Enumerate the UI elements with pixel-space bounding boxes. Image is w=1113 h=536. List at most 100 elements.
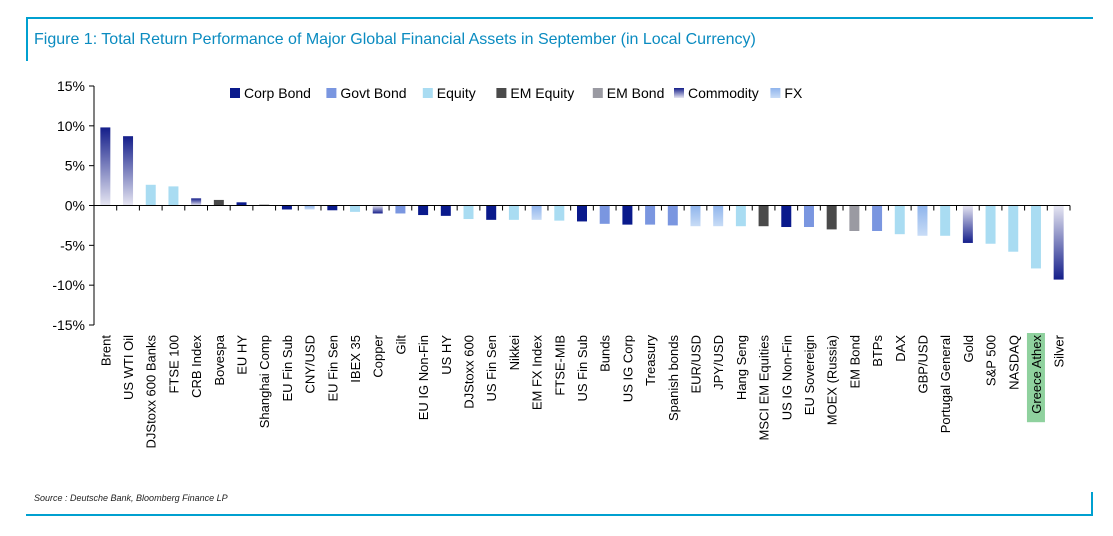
legend-label: Commodity <box>688 85 759 101</box>
bar-eur-usd <box>690 205 701 227</box>
x-tick-label: Nikkei <box>507 335 522 371</box>
x-tick-label: IBEX 35 <box>348 335 363 383</box>
bar-s-p-500 <box>985 205 996 244</box>
legend-item-fx: FX <box>770 85 803 101</box>
bar-eu-hy <box>236 202 247 206</box>
x-tick-label: FTSE 100 <box>166 335 181 394</box>
legend-swatch-equity <box>422 88 433 98</box>
x-tick-label: EU Fin Sen <box>325 335 340 401</box>
legend-swatch-em-bond <box>592 88 603 98</box>
bar-us-hy <box>440 205 451 216</box>
legend-item-em-bond: EM Bond <box>592 85 665 101</box>
figure-title: Figure 1: Total Return Performance of Ma… <box>34 31 756 48</box>
bar-eu-sovereign <box>803 205 814 228</box>
bar-moex-russia <box>826 205 837 230</box>
x-tick-label: US IG Corp <box>620 335 635 402</box>
legend-swatch-govt-bond <box>326 88 337 98</box>
bar-nikkei <box>508 205 519 220</box>
y-tick-label: 15% <box>57 78 85 94</box>
bar-gbp-usd <box>917 205 928 236</box>
x-tick-label: EU Fin Sub <box>280 335 295 401</box>
x-tick-label: DAX <box>893 335 908 362</box>
bar-us-fin-sub <box>577 205 587 222</box>
x-tick-label: Portugal General <box>938 335 953 433</box>
x-tick-label: NASDAQ <box>1006 335 1021 390</box>
legend-item-commodity: Commodity <box>674 85 759 101</box>
legend-item-em-equity: EM Equity <box>496 85 574 101</box>
frame-left-border <box>26 17 28 61</box>
legend-label: EM Bond <box>607 85 665 101</box>
x-tick-label: US IG Non-Fin <box>779 335 794 420</box>
x-tick-label: US WTI Oil <box>121 335 136 400</box>
bar-eu-fin-sen <box>327 205 338 211</box>
x-tick-label: BTPs <box>870 335 885 367</box>
bar-jpy-usd <box>713 205 724 227</box>
highlight-box <box>1026 333 1045 423</box>
y-tick-label: -10% <box>52 277 85 293</box>
bar-djstoxx-600-banks <box>145 184 156 206</box>
bar-nasdaq <box>1008 205 1019 252</box>
legend-swatch-fx <box>770 88 781 98</box>
frame-top-border <box>26 17 1093 19</box>
source-note: Source : Deutsche Bank, Bloomberg Financ… <box>34 493 228 503</box>
bar-hang-seng <box>735 205 746 227</box>
bar-gilt <box>395 205 406 214</box>
bar-em-bond <box>849 205 860 231</box>
bar-gold <box>962 205 973 243</box>
x-tick-label: Bovespa <box>212 334 227 385</box>
bar-us-ig-corp <box>622 205 633 225</box>
x-tick-label: Shanghai Comp <box>257 335 272 428</box>
legend-item-corp-bond: Corp Bond <box>230 85 311 101</box>
x-tick-label: EM Bond <box>847 335 862 388</box>
x-tick-label: Spanish bonds <box>666 335 681 422</box>
legend-label: EM Equity <box>510 85 574 101</box>
legend-item-equity: Equity <box>422 85 476 101</box>
x-tick-label: FTSE-MIB <box>552 335 567 396</box>
y-tick-label: -15% <box>52 317 85 333</box>
bar-ftse-100 <box>168 186 179 206</box>
x-tick-label: MOEX (Russia) <box>825 335 840 425</box>
bar-dax <box>894 205 905 235</box>
y-tick-label: 5% <box>65 158 85 174</box>
bar-treasury <box>645 205 656 225</box>
bar-us-fin-sen <box>486 205 497 220</box>
legend-label: FX <box>784 85 803 101</box>
x-tick-label: EUR/USD <box>688 335 703 394</box>
x-tick-label: Gilt <box>393 335 408 355</box>
bar-us-wti-oil <box>123 136 134 206</box>
x-tick-label: Gold <box>961 335 976 362</box>
x-tick-label: Brent <box>98 335 113 366</box>
bar-msci-em-equities <box>758 205 769 227</box>
bar-cny-usd <box>304 205 315 210</box>
bar-silver <box>1053 205 1064 280</box>
y-tick-label: 0% <box>65 198 85 214</box>
x-tick-label: DJStoxx 600 <box>462 335 477 409</box>
bar-djstoxx-600 <box>463 205 474 220</box>
bar-copper <box>372 205 383 214</box>
x-tick-label: US HY <box>439 335 454 375</box>
bar-bovespa <box>213 199 224 206</box>
x-tick-label: DJStoxx 600 Banks <box>144 335 159 449</box>
x-tick-label: US Fin Sub <box>575 335 590 401</box>
legend-label: Corp Bond <box>244 85 311 101</box>
frame-bottom-border <box>26 514 1093 516</box>
bar-ftse-mib <box>554 205 565 221</box>
x-tick-label: MSCI EM Equities <box>757 335 772 441</box>
x-tick-label: Copper <box>371 334 386 377</box>
legend-label: Equity <box>437 85 476 101</box>
legend-swatch-commodity <box>674 88 684 98</box>
legend-swatch-em-equity <box>496 88 507 98</box>
legend-item-govt-bond: Govt Bond <box>326 85 407 101</box>
bar-portugal-general <box>940 205 951 236</box>
bar-bunds <box>599 205 610 224</box>
x-tick-label: S&P 500 <box>984 335 999 386</box>
x-tick-label: EU Sovereign <box>802 335 817 415</box>
frame-right-border <box>1091 492 1093 516</box>
bar-eu-fin-sub <box>281 205 292 210</box>
bar-crb-index <box>191 198 202 206</box>
bar-greece-athex <box>1030 205 1041 269</box>
x-tick-label: EU HY <box>235 335 250 375</box>
y-tick-label: -5% <box>60 237 85 253</box>
x-tick-label: EM FX Index <box>530 335 545 411</box>
